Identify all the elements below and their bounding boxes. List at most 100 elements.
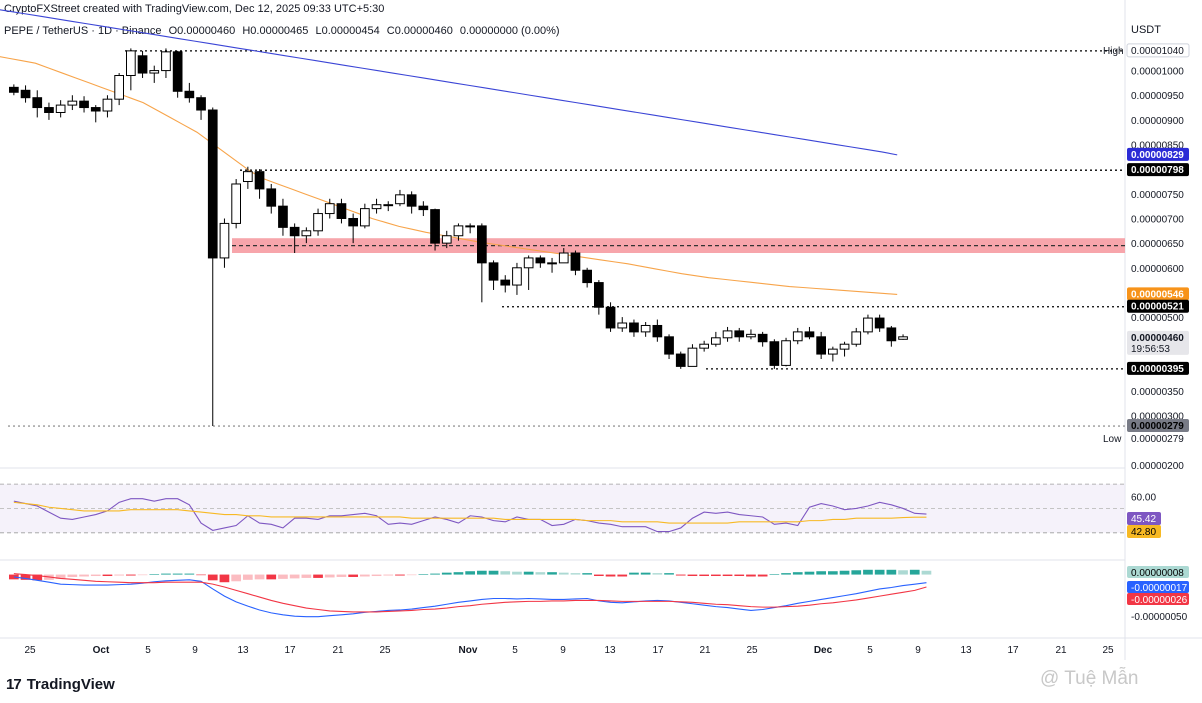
candle [722,326,733,342]
macd-histogram-bar [465,571,475,575]
candle-body [453,225,464,237]
price-tick-label: 0.00000650 [1131,239,1184,250]
candle [781,337,791,367]
ohlc-high: H0.00000465 [242,25,309,37]
candle [640,322,651,337]
macd-histogram-bar [711,574,721,577]
macd-histogram-bar [886,569,897,575]
price-badge-label: 0.00001040 [1131,46,1184,57]
candle [313,208,323,236]
macd-histogram-bar [874,569,885,575]
candle [383,201,394,212]
candle-body [348,217,358,227]
macd-histogram-bar [664,573,674,575]
price-badge-label: 0.00000279 [1131,421,1184,432]
candle [406,191,417,214]
candle [453,223,464,241]
price-badge-bg [1127,163,1189,177]
price-badge-bg [1127,419,1189,433]
time-axis-label: 13 [604,645,616,656]
macd-badge-bg [1127,581,1189,593]
candle-body [126,50,136,77]
time-axis-label: Oct [93,645,110,656]
rsi-line [13,498,927,533]
candle-body [360,208,370,227]
macd-histogram-bar [137,574,148,576]
candle [278,198,288,236]
macd-histogram-bar [757,574,768,577]
price-badge-bg [1127,299,1189,313]
macd-histogram-bar [266,574,277,580]
price-tick-label: 0.00000700 [1131,214,1184,225]
candle-body [652,324,663,338]
price-tick-label: 0.00001000 [1131,67,1184,78]
candle-body [535,257,546,264]
candle-body [500,279,511,286]
candle-body [757,333,768,343]
macd-histogram-bar [512,571,522,575]
candle [570,250,581,276]
candle [500,275,511,293]
macd-histogram-bar [406,574,417,576]
candle [114,73,125,106]
macd-histogram-bar [488,570,499,575]
candle-body [102,98,113,112]
candle-body [863,317,873,333]
candle [196,95,206,120]
candle [301,227,312,244]
candle-body [874,317,885,329]
macd-histogram-bar [453,572,464,575]
candle-body [699,343,709,349]
time-axis-label: Nov [459,645,478,656]
candle [757,331,768,347]
candle [675,351,686,369]
price-tick-label: 0.00000200 [1131,461,1184,472]
macd-histogram-bar [535,572,546,575]
macd-histogram-bar [652,573,663,575]
candle-body [594,282,604,308]
macd-badge-label: -0.00000017 [1131,583,1188,594]
price-tick-label: 0.00000300 [1131,412,1184,423]
candle-body [9,86,19,93]
symbol-name[interactable]: PEPE / TetherUS · 1D · Binance [4,25,162,37]
rsi-badge-bg [1127,512,1161,525]
macd-histogram-bar [828,571,838,575]
macd-level-label: -0.00000050 [1131,612,1188,623]
candle [477,223,487,303]
candle-body [418,205,429,211]
candle [746,329,756,340]
candle-body [711,337,721,345]
candle [371,198,382,214]
candle [207,107,218,427]
candle [243,166,253,189]
rsi-badge-bg [1127,525,1161,538]
price-badge-bg [1127,287,1189,301]
macd-histogram-bar [55,574,66,579]
price-badge-label: 0.00000460 [1131,333,1184,344]
rsi-level-label: 60.00 [1131,492,1156,503]
time-axis-label: 5 [145,645,151,656]
time-axis-label: 21 [332,645,344,656]
macd-histogram-bar [207,574,218,581]
candle-body [781,340,791,366]
price-badge: 0.00000798 [1127,163,1189,177]
candle-body [839,343,850,350]
macd-badge-label: 0.00000008 [1131,568,1184,579]
price-badge: 0.00001040 High [1103,43,1190,58]
candle-body [266,188,277,207]
candle-body [687,347,698,367]
macd-histogram-bar [161,573,171,575]
macd-histogram-bar [500,571,511,575]
tradingview-logo[interactable]: 17 TradingView [6,673,115,695]
candle [792,327,803,345]
macd-histogram-bar [90,574,101,577]
candle-body [44,107,54,113]
price-tick-label: 0.00000950 [1131,91,1184,102]
macd-histogram-bar [67,574,78,577]
candle-body [734,330,745,338]
macd-histogram-bar [477,570,487,575]
candle [558,248,569,264]
price-tick-label: 0.00000850 [1131,141,1184,152]
